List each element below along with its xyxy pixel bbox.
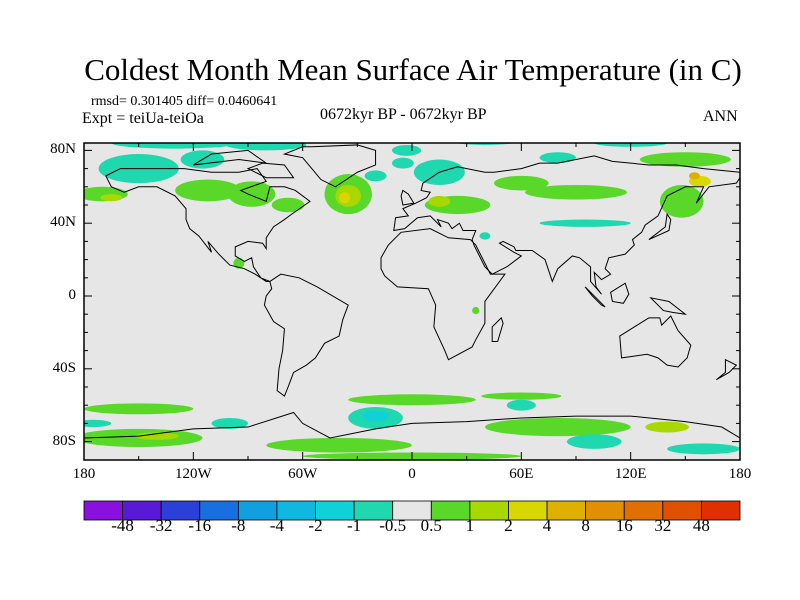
anomaly-region [100,194,123,202]
colorbar-label: 8 [581,516,590,535]
colorbar-label: 0.5 [420,516,442,535]
anomaly-region [455,143,514,145]
colorbar-label: -16 [188,516,212,535]
coastline-australia [619,315,692,368]
lon-label: 180 [728,466,752,482]
colorbar-box [701,500,741,521]
anomaly-region [659,184,704,218]
lon-label: 60E [509,466,534,482]
anomaly-region [481,392,562,400]
coastline-eurasia [393,155,740,295]
coastline-madagascar [491,316,504,342]
period-label: 0672kyr BP - 0672kyr BP [320,106,487,123]
anomaly-region [111,143,239,149]
anomaly-region [226,143,307,151]
anomaly-region [84,403,194,415]
colorbar-label: 1 [465,516,475,535]
anomaly-region [339,192,351,204]
colorbar-label: 48 [692,516,710,535]
lon-label: 180 [72,466,96,482]
colorbar-label: -4 [269,516,285,535]
colorbar-label: 2 [504,516,513,535]
lon-label: 120W [174,466,212,482]
coastline-sumatra [584,286,606,308]
anomaly-region [428,195,451,207]
colorbar-label: -8 [231,516,246,535]
anomaly-region [233,257,245,269]
plot-title: Coldest Month Mean Surface Air Temperatu… [84,52,742,87]
coastline-baffin-island [246,162,295,179]
lat-label: 80N [50,141,76,158]
anomaly-region [135,432,179,440]
colorbar-label: -2 [308,516,323,535]
anomaly-region [472,306,480,315]
colorbar-label: -48 [111,516,134,535]
experiment-label: Expt = teiUa-teiOa [82,110,204,127]
coastline-borneo [610,282,630,304]
anomaly-region [506,399,536,411]
anomaly-region [84,419,112,428]
colorbar-label: 16 [615,516,633,535]
lat-label: 40S [52,359,76,376]
anomaly-region [524,184,628,200]
coastline-north-america [105,168,311,282]
anomaly-region [539,219,631,227]
lat-label: 40N [50,214,76,231]
anomaly-region [484,417,631,437]
anomaly-region [211,417,248,429]
anomaly-region [566,434,622,449]
coastline-south-america [263,273,349,397]
anomaly-region [175,179,241,202]
season-label: ANN [703,108,738,125]
lon-label: 120E [614,466,647,482]
anomaly-region [539,152,576,164]
anomaly-region [645,421,689,433]
coastline-japan [648,212,672,241]
anomaly-region [688,172,700,180]
coastline-great-britain [400,189,415,206]
colorbar-label: 32 [654,516,672,535]
colorbar-label: -0.5 [379,516,407,535]
anomaly-region [271,197,305,213]
lat-label: 0 [68,287,77,303]
lat-label: 80S [52,432,76,449]
colorbar-label: 4 [542,516,552,535]
lon-label: 0 [408,466,416,482]
anomaly-region [364,170,387,182]
anomaly-region [479,232,491,240]
anomaly-region [348,394,476,406]
colorbar-label: -1 [347,516,362,535]
colorbar-label: -32 [149,516,173,535]
anomaly-region [362,410,389,422]
anomaly-region [494,175,549,191]
coastline-antarctica [84,411,740,460]
coastline-africa [380,228,506,361]
coastline-arctic-islands [193,149,267,166]
stats-label: rmsd= 0.301405 diff= 0.0460641 [91,94,278,109]
lon-label: 60W [288,466,318,482]
anomaly-region [391,157,414,169]
coastline-new-zealand [715,358,738,381]
coastline-new-guinea [649,297,688,315]
coastline-greenland [282,144,377,188]
anomaly-region [391,144,422,156]
anomaly-region [639,152,731,167]
anomaly-region [266,437,412,453]
anomaly-region [667,443,740,455]
